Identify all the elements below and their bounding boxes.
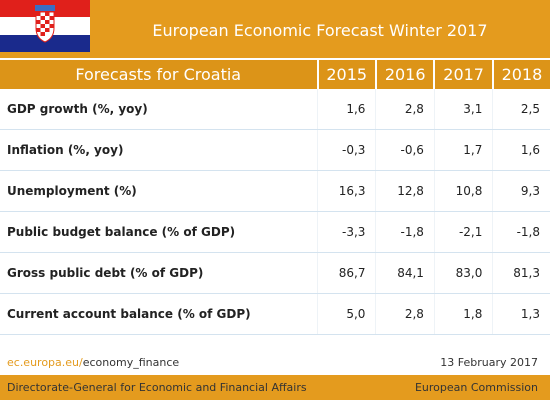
title: European Economic Forecast Winter 2017 [152,21,488,40]
cell-value: 84,1 [375,252,435,294]
year-header: 2015 [316,60,376,89]
cell-value: 16,3 [316,170,376,212]
cell-value: -3,3 [316,211,376,253]
forecast-table: Forecasts for Croatia 2015 2016 2017 2018 GD… [0,60,550,335]
commission: European Commission [414,381,538,394]
row-label: GDP growth (%, yoy) [0,89,318,130]
directorate: Directorate-General for Economic and Fin… [7,381,307,394]
year-header: 2017 [433,60,493,89]
cell-value: -0,6 [375,129,435,171]
cell-value: 1,6 [316,89,376,130]
source-link[interactable]: ec.europa.eu/economy_finance [7,356,179,369]
cell-value: 12,8 [375,170,435,212]
cell-value: 10,8 [433,170,493,212]
row-label: Public budget balance (% of GDP) [0,211,318,253]
date: 13 February 2017 [440,356,538,369]
site: ec.europa.eu/ [7,356,83,369]
year-header: 2016 [374,60,435,89]
cell-value: -1,8 [492,211,550,253]
row-label: Gross public debt (% of GDP) [0,252,318,294]
row-label: Unemployment (%) [0,170,318,212]
cell-value: -1,8 [375,211,435,253]
year-header: 2018 [491,60,550,89]
cell-value: 1,8 [433,293,493,335]
table-row: Inflation (%, yoy) -0,3 -0,6 1,7 1,6 [0,129,550,171]
table-row: Unemployment (%) 16,3 12,8 10,8 9,3 [0,170,550,212]
table-heading: Forecasts for Croatia [0,60,318,89]
cell-value: 83,0 [433,252,493,294]
table-row: Current account balance (% of GDP) 5,0 2,8… [0,293,550,335]
footer-bar: Directorate-General for Economic and Fin… [0,375,550,400]
row-label: Inflation (%, yoy) [0,129,318,171]
cell-value: 1,6 [492,129,550,171]
cell-value: -0,3 [316,129,376,171]
site-path: economy_finance [82,356,180,369]
header-row: Forecasts for Croatia 2015 2016 2017 2018 [0,60,550,89]
cell-value: -2,1 [433,211,493,253]
flag [0,0,90,52]
row-label: Current account balance (% of GDP) [0,293,318,335]
table-row: GDP growth (%, yoy) 1,6 2,8 3,1 2,5 [0,89,550,130]
cell-value: 5,0 [316,293,376,335]
cell-value: 86,7 [316,252,376,294]
cell-value: 2,5 [492,89,550,130]
cell-value: 1,7 [433,129,493,171]
cell-value: 2,8 [375,293,435,335]
cell-value: 1,3 [492,293,550,335]
cell-value: 2,8 [375,89,435,130]
table-row: Gross public debt (% of GDP) 86,7 84,1 83,0… [0,252,550,294]
banner: European Economic Forecast Winter 2017 [0,0,550,58]
cell-value: 81,3 [492,252,550,294]
cell-value: 3,1 [433,89,493,130]
cell-value: 9,3 [492,170,550,212]
table-row: Public budget balance (% of GDP) -3,3 -1,8… [0,211,550,253]
